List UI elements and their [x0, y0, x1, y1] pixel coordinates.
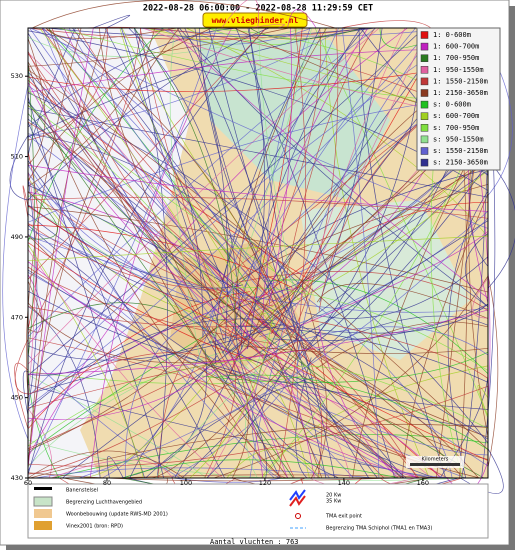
footer: Aantal vluchten : 763 — [210, 538, 299, 546]
x-tick-label: 140 — [338, 479, 350, 487]
bl-exit: TMA exit point — [325, 514, 362, 520]
legend-swatch — [421, 43, 428, 50]
bl-tma: Begrenzing TMA Schiphol (TMA1 en TMA3) — [326, 526, 432, 532]
legend-swatch — [421, 159, 428, 166]
x-tick-label: 80 — [103, 479, 111, 487]
x-tick-label: 60 — [24, 479, 32, 487]
y-tick-label: 450 — [11, 394, 23, 402]
legend-swatch — [421, 78, 428, 85]
legend-swatch — [421, 148, 428, 155]
bl-vinex: Vinex2001 (bron: RPD) — [66, 524, 123, 530]
vinex-icon — [34, 521, 52, 530]
y-tick-label: 510 — [11, 153, 23, 161]
legend-label: 1: 700-950m — [433, 54, 479, 62]
legend-label: s: 600-700m — [433, 112, 479, 120]
y-tick-label: 530 — [11, 72, 23, 80]
legend-label: 1: 600-700m — [433, 43, 479, 51]
legend-swatch — [421, 101, 428, 108]
legend-label: 1: 2150-3650m — [433, 89, 488, 97]
y-tick-label: 490 — [11, 233, 23, 241]
legend-label: 1: 0-600m — [433, 31, 471, 39]
legend-label: 1: 1550-2150m — [433, 77, 488, 85]
bl-kw35: 35 Kw — [326, 499, 341, 505]
x-tick-label: 120 — [259, 479, 271, 487]
legend-swatch — [421, 124, 428, 131]
legend-label: s: 0-600m — [433, 101, 471, 109]
legend-label: s: 700-950m — [433, 124, 479, 132]
bl-housing: Woonbebouwing (update RWS-MD 2001) — [66, 512, 168, 518]
legend-swatch — [421, 90, 428, 97]
legend-label: 1: 950-1550m — [433, 66, 484, 74]
housing-icon — [34, 509, 52, 518]
bl-runways: Banenstelsel — [66, 488, 98, 494]
shadow — [509, 6, 515, 550]
legend: 1: 0-600m 1: 600-700m 1: 700-950m 1: 950-15… — [417, 28, 500, 170]
y-tick-label: 430 — [11, 474, 23, 482]
bl-airport: Begrenzing Luchthavengebied — [66, 500, 142, 506]
legend-swatch — [421, 66, 428, 73]
legend-label: s: 1550-2150m — [433, 147, 488, 155]
y-tick-label: 470 — [11, 313, 23, 321]
legend-label: s: 950-1550m — [433, 135, 484, 143]
legend-swatch — [421, 55, 428, 62]
runway-icon — [34, 487, 52, 490]
x-tick-label: 100 — [180, 479, 192, 487]
legend-swatch — [421, 32, 428, 39]
legend-label: s: 2150-3650m — [433, 159, 488, 167]
x-tick-label: 160 — [417, 479, 429, 487]
airport-icon — [34, 497, 52, 506]
scale-label: Kilometers — [422, 457, 449, 463]
legend-swatch — [421, 136, 428, 143]
scale-bar — [410, 463, 460, 466]
legend-swatch — [421, 113, 428, 120]
